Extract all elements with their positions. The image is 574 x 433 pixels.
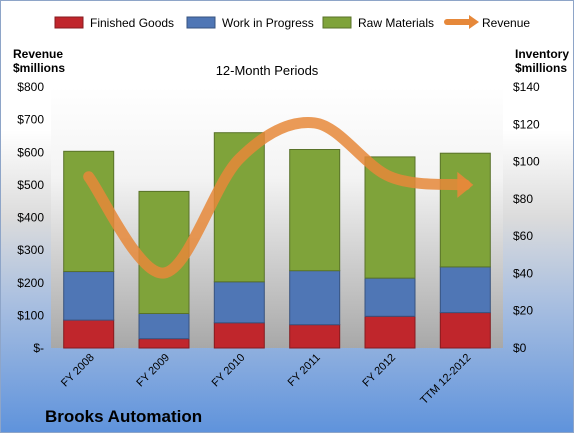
left-axis-ticks: $- $100 $200 $300 $400 $500 $600 $700 $800: [17, 80, 44, 355]
bar-finished-goods-fy-2012: [364, 315, 416, 349]
bar-finished-goods-fy-2008: [63, 319, 115, 349]
x-tick-label: FY 2009: [134, 352, 172, 390]
left-axis-title-line2: $millions: [13, 61, 66, 75]
bar-finished-goods-fy-2009: [138, 338, 190, 349]
right-axis-title-line2: $millions: [515, 61, 568, 75]
bar-work-in-progress-fy-2012: [364, 277, 416, 317]
left-tick-label: $600: [17, 145, 44, 159]
right-tick-label: $80: [513, 192, 533, 206]
right-axis-title: Inventory $millions: [515, 47, 569, 75]
bar-work-in-progress-fy-2010: [213, 281, 265, 324]
chart-title: 12-Month Periods: [216, 63, 319, 78]
legend-item-revenue: Revenue: [444, 15, 530, 30]
legend-swatch: [54, 16, 84, 29]
left-tick-label: $-: [33, 341, 44, 355]
legend-item-work-in-progress: Work in Progress: [186, 16, 314, 30]
legend-arrow-icon: [469, 15, 479, 29]
left-axis-title-line1: Revenue: [13, 47, 64, 61]
right-axis-title-line1: Inventory: [515, 47, 570, 61]
legend-label: Work in Progress: [222, 16, 314, 30]
bar-work-in-progress-fy-2011: [289, 270, 341, 326]
bar-finished-goods-fy-2011: [289, 324, 341, 349]
legend-label: Finished Goods: [90, 16, 174, 30]
right-tick-label: $20: [513, 304, 533, 318]
x-axis-ticks: FY 2008 FY 2009 FY 2010 FY 2011 FY 2012 TTM 1…: [59, 352, 473, 407]
bar-raw-materials-ttm-12-2012: [439, 152, 491, 268]
revenue-line-arrowhead: [457, 171, 474, 198]
legend-label: Revenue: [482, 16, 530, 30]
x-tick-label: FY 2012: [360, 352, 398, 390]
right-tick-label: $120: [513, 117, 540, 131]
right-tick-label: $0: [513, 341, 527, 355]
legend-label: Raw Materials: [358, 16, 434, 30]
left-tick-label: $800: [17, 80, 44, 94]
legend-swatch: [322, 16, 352, 29]
revenue-line-layer: [83, 117, 474, 279]
left-tick-label: $200: [17, 276, 44, 290]
x-tick-label: FY 2008: [59, 352, 97, 390]
right-tick-label: $40: [513, 266, 533, 280]
legend-item-finished-goods: Finished Goods: [54, 16, 174, 30]
right-tick-label: $140: [513, 80, 540, 94]
right-tick-label: $100: [513, 155, 540, 169]
left-tick-label: $400: [17, 211, 44, 225]
right-tick-label: $60: [513, 229, 533, 243]
x-tick-label: FY 2010: [210, 352, 248, 390]
bar-work-in-progress-fy-2009: [138, 313, 190, 340]
left-tick-label: $700: [17, 113, 44, 127]
bar-raw-materials-fy-2011: [289, 149, 341, 272]
company-name: Brooks Automation: [45, 407, 203, 426]
left-tick-label: $300: [17, 243, 44, 257]
bar-work-in-progress-ttm-12-2012: [439, 266, 491, 314]
x-tick-label: FY 2011: [286, 352, 323, 389]
revenue-line: [83, 117, 471, 279]
left-tick-label: $100: [17, 308, 44, 322]
legend-swatch: [186, 16, 216, 29]
x-tick-label: TTM 12-2012: [418, 352, 473, 407]
left-tick-label: $500: [17, 178, 44, 192]
bar-finished-goods-ttm-12-2012: [439, 312, 491, 349]
bar-work-in-progress-fy-2008: [63, 271, 115, 321]
bar-finished-goods-fy-2010: [213, 322, 265, 349]
legend-item-raw-materials: Raw Materials: [322, 16, 434, 30]
legend: Finished Goods Work in Progress Raw Materi…: [54, 15, 530, 30]
left-axis-title: Revenue $millions: [13, 47, 65, 75]
right-axis-ticks: $0 $20 $40 $60 $80 $100 $120 $140: [513, 80, 540, 355]
